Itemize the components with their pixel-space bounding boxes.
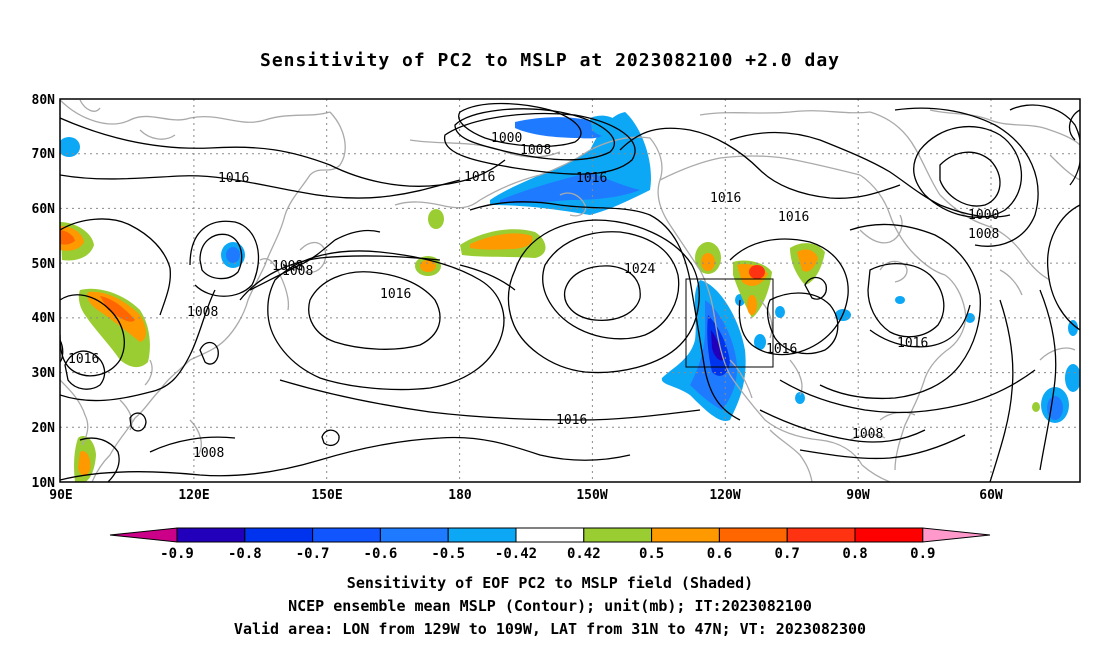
lon-label: 120E bbox=[178, 488, 209, 503]
contour-label: 1016 bbox=[218, 171, 249, 186]
colorbar-low-end bbox=[109, 527, 178, 543]
colorbar-swatch bbox=[854, 527, 924, 543]
latitude-labels: 80N 70N 60N 50N 40N 30N 20N 10N bbox=[32, 93, 56, 491]
contour-label: 1000 bbox=[968, 208, 999, 223]
positive-sensitivity-core bbox=[100, 296, 135, 322]
contour-label: 1008 bbox=[272, 259, 303, 274]
colorbar-label: -0.7 bbox=[296, 546, 330, 562]
lon-label: 60W bbox=[979, 488, 1003, 503]
lat-label: 60N bbox=[32, 202, 56, 217]
lat-label: 70N bbox=[32, 147, 56, 162]
colorbar-label: 0.5 bbox=[639, 546, 664, 562]
colorbar-swatch bbox=[515, 527, 585, 543]
graticule bbox=[60, 99, 1080, 482]
colorbar-label: 0.42 bbox=[567, 546, 601, 562]
colorbar-label: 0.7 bbox=[775, 546, 800, 562]
colorbar-swatch bbox=[786, 527, 856, 543]
contour-label: 1008 bbox=[282, 264, 313, 279]
negative-sensitivity-area bbox=[965, 313, 975, 323]
colorbar-swatch bbox=[379, 527, 449, 543]
lon-label: 150W bbox=[576, 488, 607, 503]
contour-label: 1016 bbox=[68, 352, 99, 367]
colorbar-swatch bbox=[718, 527, 788, 543]
lon-label: 120W bbox=[709, 488, 740, 503]
contour-label: 1008 bbox=[968, 227, 999, 242]
valid-area-box bbox=[685, 278, 774, 368]
negative-sensitivity-core bbox=[515, 117, 607, 139]
colorbar-swatch bbox=[651, 527, 720, 543]
contour-label: 1008 bbox=[193, 446, 224, 461]
contour-label: 1016 bbox=[710, 191, 741, 206]
negative-sensitivity-area bbox=[754, 334, 766, 350]
positive-sensitivity-area bbox=[428, 209, 444, 229]
positive-sensitivity-core bbox=[797, 249, 818, 272]
negative-sensitivity-area bbox=[775, 306, 785, 318]
lat-label: 50N bbox=[32, 257, 56, 272]
lat-label: 20N bbox=[32, 421, 56, 436]
contour-label: 1016 bbox=[897, 336, 928, 351]
negative-sensitivity-area bbox=[60, 137, 80, 157]
colorbar-swatch bbox=[447, 527, 517, 543]
colorbar-label: 0.9 bbox=[910, 546, 935, 562]
contour-label: 1000 bbox=[491, 131, 522, 146]
lon-label: 90W bbox=[846, 488, 870, 503]
contour-label: 1016 bbox=[380, 287, 411, 302]
contour-label: 1016 bbox=[464, 170, 495, 185]
lon-label: 150E bbox=[311, 488, 342, 503]
colorbar-swatch bbox=[176, 527, 246, 543]
colorbar-swatch bbox=[583, 527, 653, 543]
colorbar-label: -0.8 bbox=[228, 546, 262, 562]
colorbar-swatch bbox=[244, 527, 314, 543]
plot-frame bbox=[59, 98, 1081, 483]
contour-label: 1024 bbox=[624, 262, 655, 277]
colorbar-label: -0.6 bbox=[364, 546, 398, 562]
lat-label: 80N bbox=[32, 93, 56, 108]
positive-sensitivity-core bbox=[60, 230, 75, 245]
sensitivity-map: 1000 1008 1016 1016 1016 1016 1016 1016 … bbox=[32, 93, 1081, 562]
contour-label: 1016 bbox=[778, 210, 809, 225]
contour-label: 1016 bbox=[556, 413, 587, 428]
negative-sensitivity-core bbox=[1047, 396, 1063, 420]
colorbar-label: 0.8 bbox=[842, 546, 867, 562]
negative-sensitivity-area bbox=[1068, 320, 1078, 336]
caption-contour: NCEP ensemble mean MSLP (Contour); unit(… bbox=[288, 597, 812, 615]
lon-label: 180 bbox=[448, 488, 472, 503]
positive-sensitivity-area bbox=[1032, 402, 1040, 412]
lat-label: 40N bbox=[32, 311, 56, 326]
colorbar-swatch bbox=[312, 527, 381, 543]
contour-label: 1016 bbox=[576, 171, 607, 186]
positive-sensitivity-core bbox=[749, 265, 765, 279]
positive-sensitivity-core bbox=[747, 295, 757, 315]
map-title: Sensitivity of PC2 to MSLP at 2023082100… bbox=[259, 50, 840, 71]
coastlines bbox=[60, 99, 1080, 482]
caption-valid-area: Valid area: LON from 129W to 109W, LAT f… bbox=[233, 620, 867, 638]
caption-shading: Sensitivity of EOF PC2 to MSLP field (Sh… bbox=[346, 574, 754, 592]
positive-sensitivity-core bbox=[78, 451, 91, 476]
mslp-contours bbox=[60, 102, 1080, 482]
positive-sensitivity-core bbox=[470, 233, 533, 250]
contour-label: 1008 bbox=[520, 143, 551, 158]
contour-label: 1008 bbox=[852, 427, 883, 442]
lat-label: 10N bbox=[32, 476, 56, 491]
positive-sensitivity-core bbox=[701, 253, 715, 271]
colorbar-label: -0.9 bbox=[160, 546, 194, 562]
contour-labels: 1000 1008 1016 1016 1016 1016 1016 1016 … bbox=[68, 131, 999, 461]
negative-sensitivity-area bbox=[795, 392, 805, 404]
contour-label: 1008 bbox=[187, 305, 218, 320]
negative-sensitivity-area bbox=[895, 296, 905, 304]
negative-sensitivity-core bbox=[226, 247, 240, 263]
colorbar: -0.9 -0.8 -0.7 -0.6 -0.5 -0.42 0.42 0.5 0.6 0.7 0.… bbox=[109, 527, 991, 562]
contour-label: 1016 bbox=[766, 342, 797, 357]
lon-label: 90E bbox=[49, 488, 72, 503]
negative-sensitivity-core bbox=[711, 330, 723, 361]
negative-sensitivity-area bbox=[1065, 364, 1080, 392]
colorbar-label: -0.5 bbox=[431, 546, 465, 562]
longitude-labels: 90E 120E 150E 180 150W 120W 90W 60W bbox=[49, 488, 1003, 503]
colorbar-label: 0.6 bbox=[707, 546, 732, 562]
colorbar-label: -0.42 bbox=[495, 546, 537, 562]
lat-label: 30N bbox=[32, 366, 56, 381]
colorbar-high-end bbox=[922, 527, 991, 543]
negative-sensitivity-core bbox=[500, 172, 640, 204]
